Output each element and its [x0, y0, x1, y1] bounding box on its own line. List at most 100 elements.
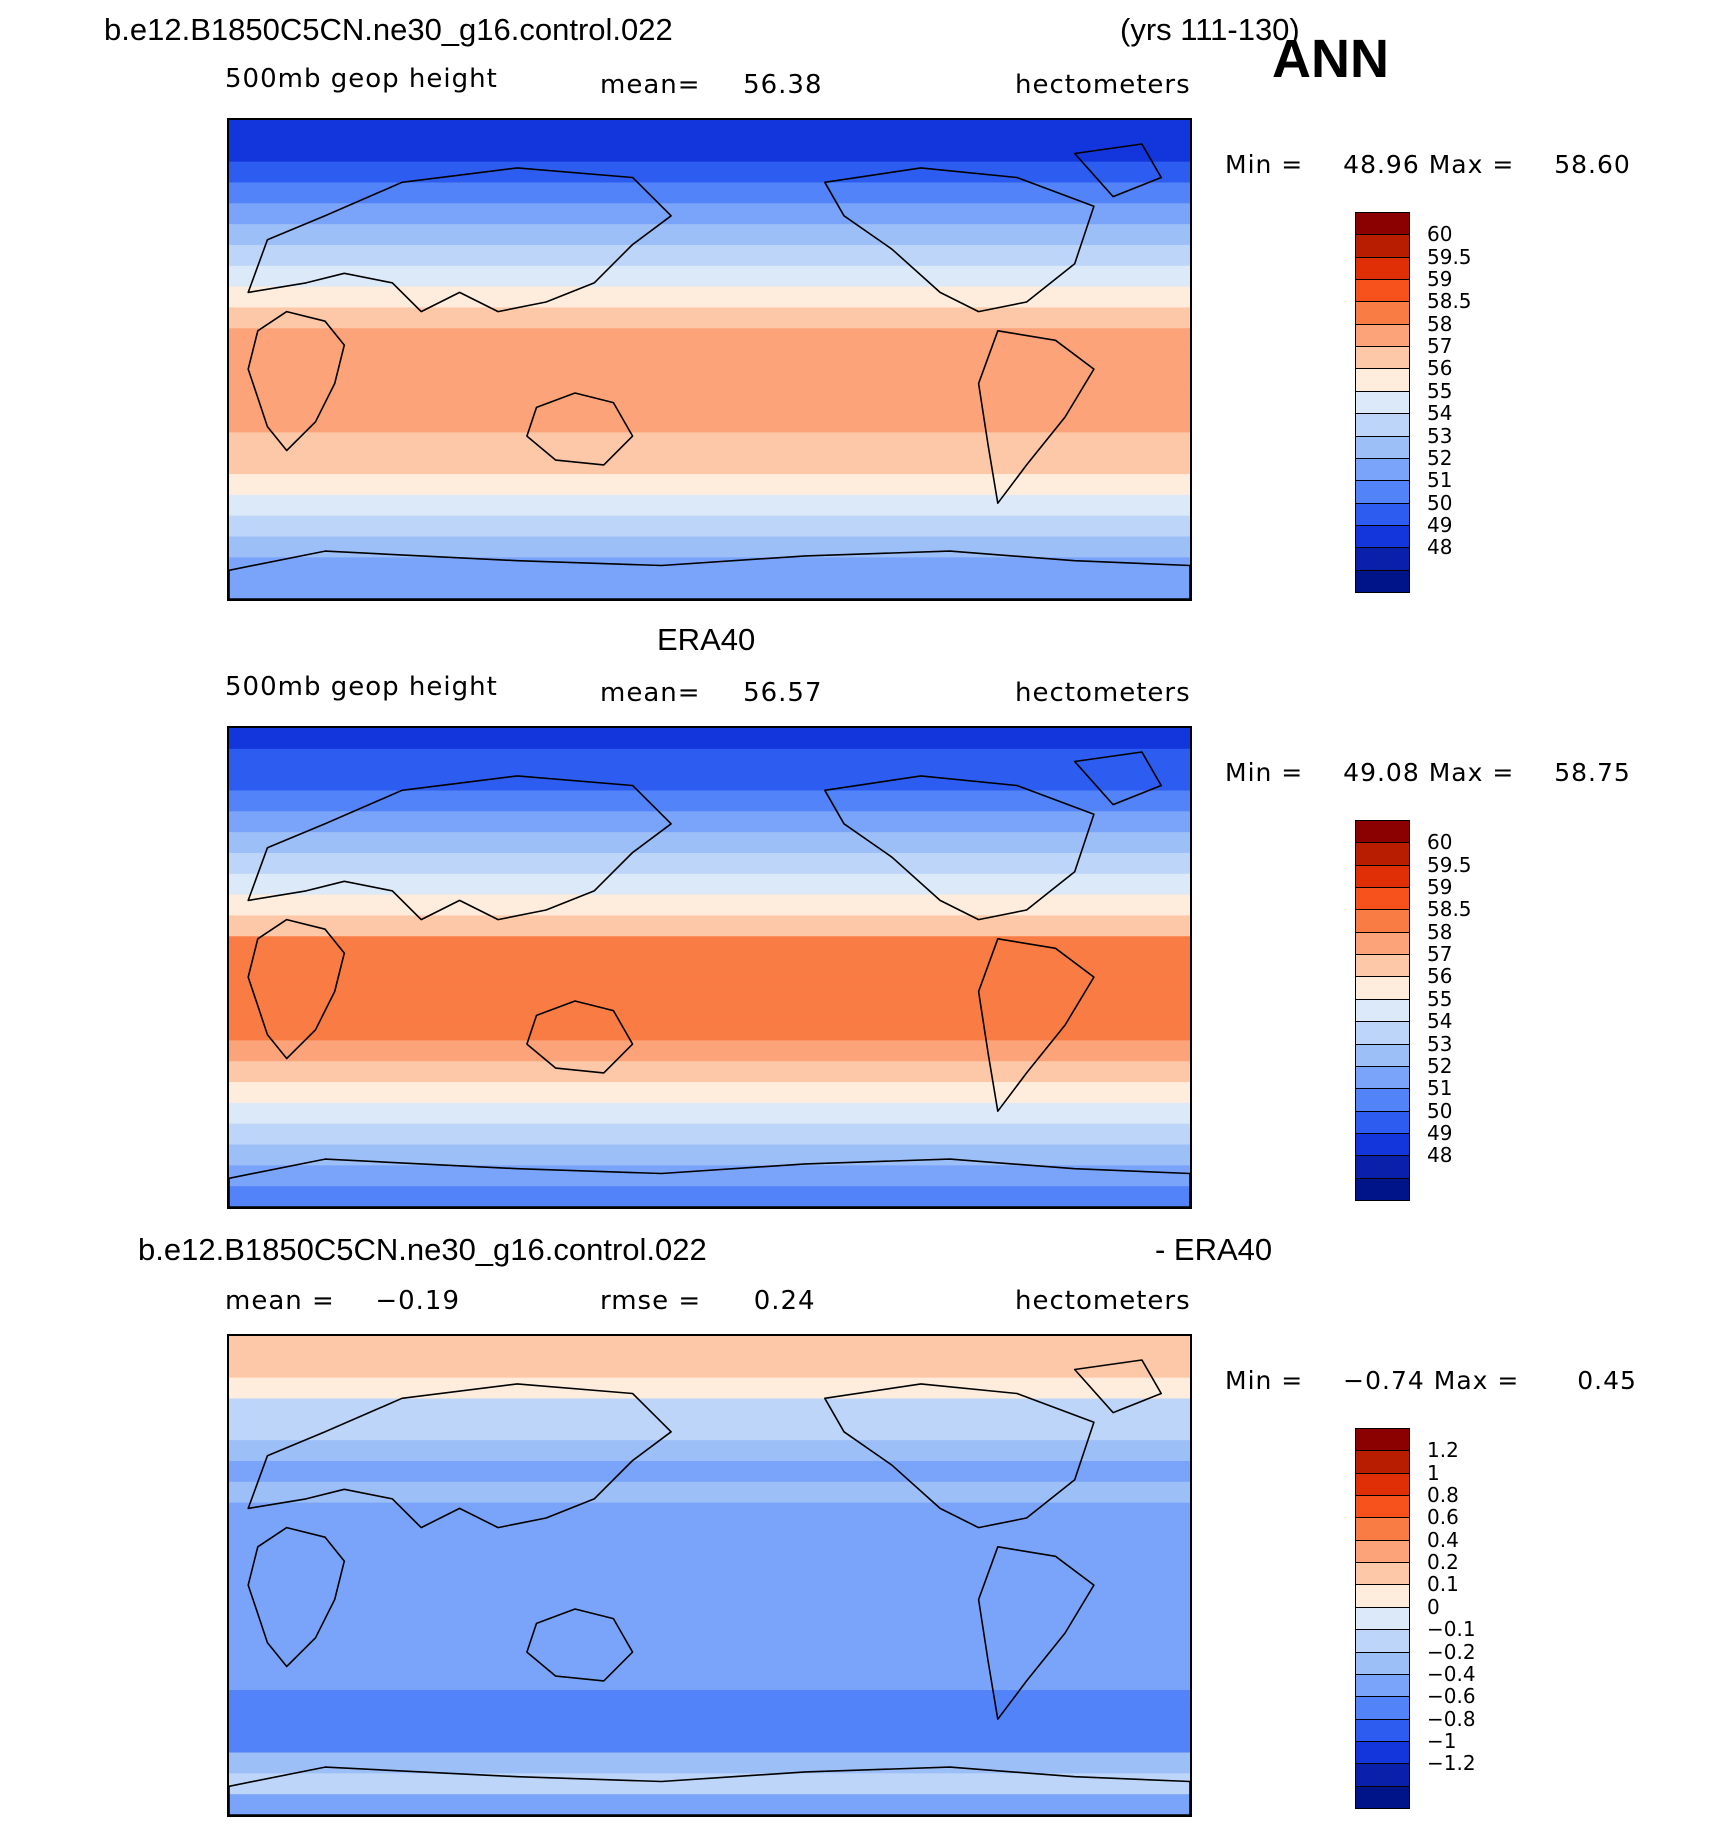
- panel3-colorbar: 1.2 1 0.8 0.6 0.4 0.2 0.1 0 −0.1 −0.2 −0.4 −0.6 −0.8…: [1355, 1428, 1476, 1809]
- panel3-rmse-value: 0.24: [753, 1286, 816, 1316]
- colorbar-tick-label: 51: [1427, 468, 1453, 493]
- colorbar-tick-label: 54: [1427, 1009, 1453, 1034]
- zonal-band: [229, 1356, 1190, 1379]
- colorbar-tick-label: 57: [1427, 942, 1453, 967]
- zonal-band: [229, 1186, 1190, 1207]
- colorbar-tick-label: 58.5: [1427, 897, 1472, 922]
- zonal-band: [229, 494, 1190, 517]
- colorbar-tick-label: 59.5: [1427, 852, 1472, 877]
- colorbar-tick-label: 50: [1427, 490, 1453, 515]
- colorbar-swatch: [1355, 1495, 1410, 1519]
- zonal-band: [229, 748, 1190, 771]
- zonal-band: [229, 790, 1190, 812]
- colorbar-tick-label: 0: [1427, 1594, 1440, 1619]
- colorbar-swatch: [1355, 1428, 1410, 1452]
- colorbar-tick-label: 51: [1427, 1076, 1453, 1101]
- panel1-max-label: Max =: [1428, 150, 1515, 179]
- zonal-band: [229, 1690, 1190, 1712]
- zonal-band: [229, 182, 1190, 204]
- colorbar-swatch: [1355, 1629, 1410, 1653]
- colorbar-tick-label: 53: [1427, 423, 1453, 448]
- coastline-namerica: [823, 1383, 1095, 1529]
- colorbar-tick-label: 58: [1427, 919, 1453, 944]
- colorbar-swatch: [1355, 1065, 1410, 1090]
- zonal-band: [229, 349, 1190, 371]
- colorbar-swatch: [1355, 1021, 1410, 1045]
- colorbar-swatch: [1355, 524, 1410, 549]
- panel3-max-label: Max =: [1433, 1366, 1520, 1395]
- zonal-band: [229, 515, 1190, 538]
- panel1-max-value: 58.60: [1554, 150, 1631, 179]
- colorbar-swatch: [1355, 909, 1410, 933]
- colorbar-swatch: [1355, 301, 1410, 325]
- colorbar-swatch: [1355, 1177, 1410, 1201]
- colorbar-tick-label: 49: [1427, 1120, 1453, 1145]
- coastline-eurasia: [247, 1383, 672, 1529]
- panel1-mean-value: 56.38: [743, 70, 823, 100]
- zonal-band: [229, 224, 1190, 246]
- coastline-africa: [247, 310, 346, 452]
- zonal-band: [229, 557, 1190, 579]
- colorbar-swatch: [1355, 480, 1410, 504]
- panel3-units: hectometers: [1015, 1286, 1191, 1316]
- panel1-variable: 500mb geop height: [225, 64, 498, 94]
- panel1-colorbar: 60 59.5 59 58.5 58 57 56 55 54 53 52 51 50 49 48: [1355, 212, 1472, 593]
- panel3-title-left: b.e12.B1850C5CN.ne30_g16.control.022: [138, 1232, 707, 1267]
- colorbar-tick-label: −0.4: [1427, 1661, 1476, 1686]
- years-label: (yrs 111-130): [1120, 12, 1300, 47]
- zonal-band: [229, 852, 1190, 875]
- zonal-band: [229, 328, 1190, 350]
- colorbar-tick-label: 56: [1427, 356, 1453, 381]
- zonal-band: [229, 120, 1190, 142]
- panel1-mean-label: mean=: [600, 70, 701, 100]
- zonal-band: [229, 811, 1190, 833]
- zonal-band: [229, 1336, 1190, 1358]
- zonal-band: [229, 411, 1190, 433]
- colorbar-tick-label: 48: [1427, 535, 1453, 560]
- panel2-min-value: 49.08: [1343, 758, 1420, 787]
- colorbar-tick-label: 57: [1427, 334, 1453, 359]
- zonal-band: [229, 1019, 1190, 1041]
- colorbar-tick-label: 58: [1427, 311, 1453, 336]
- colorbar-swatch: [1355, 1517, 1410, 1541]
- panel3-min-label: Min =: [1225, 1366, 1304, 1395]
- zonal-band: [229, 286, 1190, 309]
- colorbar-tick-label: 60: [1427, 222, 1453, 247]
- colorbar-swatch: [1355, 820, 1410, 844]
- zonal-band: [229, 536, 1190, 558]
- panel3-mean: mean = −0.19: [225, 1286, 460, 1316]
- colorbar-tick-label: 52: [1427, 1053, 1453, 1078]
- panel3-minmax: Min = −0.74 Max = 0.45: [1225, 1366, 1637, 1395]
- panel2-units: hectometers: [1015, 678, 1191, 708]
- panel3-max-value: 0.45: [1577, 1366, 1637, 1395]
- panel2-max-label: Max =: [1428, 758, 1515, 787]
- panel2-minmax: Min = 49.08 Max = 58.75: [1225, 758, 1631, 787]
- zonal-band: [229, 474, 1190, 496]
- colorbar-swatch: [1355, 954, 1410, 978]
- colorbar-tick-label: 1.2: [1427, 1438, 1459, 1463]
- coastline-eurasia: [247, 167, 672, 313]
- colorbar-tick-label: 59.5: [1427, 244, 1472, 269]
- colorbar-tick-label: −1.2: [1427, 1751, 1476, 1776]
- colorbar-swatch: [1355, 1673, 1410, 1698]
- coastline-antarctica: [229, 1158, 1190, 1207]
- colorbar-swatch: [1355, 1043, 1410, 1067]
- colorbar-swatch: [1355, 569, 1410, 593]
- colorbar-swatch: [1355, 1450, 1410, 1474]
- colorbar-swatch: [1355, 435, 1410, 459]
- panel1-minmax: Min = 48.96 Max = 58.60: [1225, 150, 1631, 179]
- zonal-band: [229, 1523, 1190, 1545]
- panel2-min-label: Min =: [1225, 758, 1304, 787]
- colorbar-tick-label: 59: [1427, 267, 1453, 292]
- panel2-colorbar: 60 59.5 59 58.5 58 57 56 55 54 53 52 51 50 49 48: [1355, 820, 1472, 1201]
- panel1-units: hectometers: [1015, 70, 1191, 100]
- zonal-band: [229, 203, 1190, 225]
- colorbar-swatch: [1355, 1785, 1410, 1809]
- coastline-samerica: [977, 938, 1095, 1113]
- colorbar-tick-label: 50: [1427, 1098, 1453, 1123]
- panel3-rmse-label: rmse =: [600, 1286, 702, 1316]
- coastline-antarctica: [229, 1766, 1190, 1815]
- colorbar-swatch: [1355, 1472, 1410, 1497]
- colorbar-swatch: [1355, 212, 1410, 236]
- colorbar-tick-label: −0.8: [1427, 1706, 1476, 1731]
